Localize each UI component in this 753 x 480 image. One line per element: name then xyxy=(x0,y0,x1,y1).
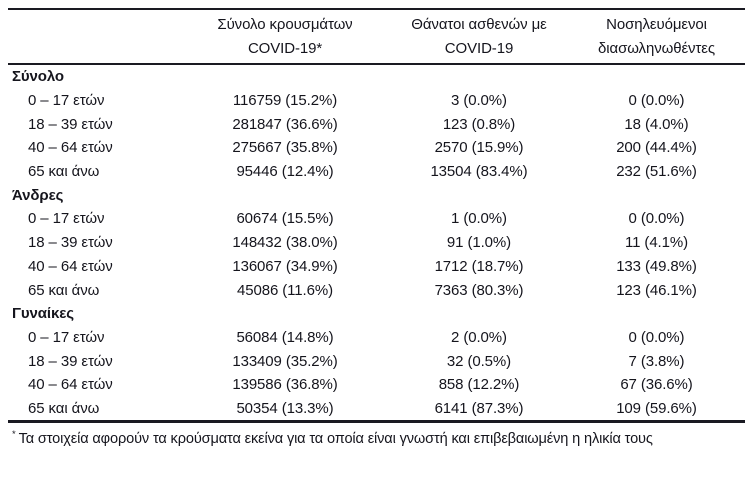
footnote-text: Τα στοιχεία αφορούν τα κρούσματα εκείνα … xyxy=(18,431,653,448)
age-group-label: 18 – 39 ετών xyxy=(28,234,113,252)
cases-value-cell: 60674 (15.5%) xyxy=(236,210,334,228)
cases-value-cell: 45086 (11.6%) xyxy=(237,281,333,299)
table-body: Σύνολο 0 – 17 ετών 116759 (15.2%) 3 (0.0… xyxy=(8,65,745,420)
intubated-value-cell: 18 (4.0%) xyxy=(624,115,689,133)
footnote-marker: * xyxy=(12,429,16,441)
header-deaths: Θάνατοι ασθενών με COVID-19 xyxy=(390,10,568,63)
intubated-value-cell: 0 (0.0%) xyxy=(628,92,685,110)
age-group-label: 0 – 17 ετών xyxy=(28,210,105,228)
table-top-rule xyxy=(8,8,745,10)
intubated-value-cell: 11 (4.1%) xyxy=(624,234,689,252)
table-row: 65 και άνω 50354 (13.3%) 6141 (87.3%) 10… xyxy=(8,397,745,421)
age-group-label: 65 και άνω xyxy=(28,163,100,181)
table-row: 40 – 64 ετών 139586 (36.8%) 858 (12.2%) … xyxy=(8,373,745,397)
table-row: 65 και άνω 95446 (12.4%) 13504 (83.4%) 2… xyxy=(8,160,745,184)
table-row: 40 – 64 ετών 275667 (35.8%) 2570 (15.9%)… xyxy=(8,136,745,160)
intubated-value-cell: 200 (44.4%) xyxy=(616,139,697,157)
intubated-value-cell: 133 (49.8%) xyxy=(616,257,697,275)
deaths-value-cell: 3 (0.0%) xyxy=(451,92,507,110)
intubated-value-cell: 0 (0.0%) xyxy=(628,210,685,228)
intubated-value-cell: 7 (3.8%) xyxy=(628,352,685,370)
intubated-value-cell: 0 (0.0%) xyxy=(628,328,685,346)
footnote: * Τα στοιχεία αφορούν τα κρούσματα εκείνα… xyxy=(8,423,745,447)
section-title: Άνδρες xyxy=(12,186,64,204)
table-row: 0 – 17 ετών 56084 (14.8%) 2 (0.0%) 0 (0.… xyxy=(8,326,745,350)
table-bottom-rule xyxy=(8,420,745,424)
header-intubated: Νοσηλευόμενοι διασωληνωθέντες xyxy=(568,10,745,63)
age-group-label: 40 – 64 ετών xyxy=(28,139,113,157)
age-group-label: 0 – 17 ετών xyxy=(28,328,105,346)
age-group-label: 40 – 64 ετών xyxy=(28,257,113,275)
cases-value-cell: 133409 (35.2%) xyxy=(232,352,338,370)
cases-value-cell: 148432 (38.0%) xyxy=(232,234,338,252)
intubated-value-cell: 109 (59.6%) xyxy=(616,399,697,417)
deaths-value-cell: 1 (0.0%) xyxy=(451,210,507,228)
table-row: 40 – 64 ετών 136067 (34.9%) 1712 (18.7%)… xyxy=(8,255,745,279)
header-separator-rule xyxy=(8,63,745,65)
table-row: 0 – 17 ετών 116759 (15.2%) 3 (0.0%) 0 (0… xyxy=(8,89,745,113)
section-header-row: Σύνολο xyxy=(8,65,745,89)
deaths-value-cell: 7363 (80.3%) xyxy=(434,281,524,299)
age-group-label: 18 – 39 ετών xyxy=(28,115,113,133)
cases-value-cell: 136067 (34.9%) xyxy=(232,257,338,275)
header-total-cases: Σύνολο κρουσμάτων COVID-19* xyxy=(180,10,390,63)
cases-value-cell: 50354 (13.3%) xyxy=(236,399,334,417)
deaths-value-cell: 91 (1.0%) xyxy=(446,234,512,252)
cases-value-cell: 275667 (35.8%) xyxy=(232,139,338,157)
header-intubated-line1: Νοσηλευόμενοι xyxy=(606,16,707,33)
age-group-label: 40 – 64 ετών xyxy=(28,376,113,394)
cases-value-cell: 56084 (14.8%) xyxy=(236,328,334,346)
header-intubated-line2: διασωληνωθέντες xyxy=(598,40,715,57)
intubated-value-cell: 67 (36.6%) xyxy=(620,376,693,394)
covid-age-table: Σύνολο κρουσμάτων COVID-19* Θάνατοι ασθε… xyxy=(8,8,745,447)
deaths-value-cell: 858 (12.2%) xyxy=(438,376,520,394)
intubated-value-cell: 123 (46.1%) xyxy=(616,281,697,299)
header-deaths-line2: COVID-19 xyxy=(444,40,514,57)
section-header-row: Γυναίκες xyxy=(8,302,745,326)
cases-value-cell: 281847 (36.6%) xyxy=(232,115,338,133)
table-row: 18 – 39 ετών 281847 (36.6%) 123 (0.8%) 1… xyxy=(8,112,745,136)
table-header: Σύνολο κρουσμάτων COVID-19* Θάνατοι ασθε… xyxy=(8,10,745,63)
header-total-cases-line2: COVID-19* xyxy=(247,40,323,57)
age-group-label: 0 – 17 ετών xyxy=(28,92,105,110)
header-empty-cell xyxy=(8,34,180,39)
age-group-label: 65 και άνω xyxy=(28,399,100,417)
deaths-value-cell: 123 (0.8%) xyxy=(442,115,516,133)
cases-value-cell: 139586 (36.8%) xyxy=(232,376,338,394)
age-group-label: 65 και άνω xyxy=(28,281,100,299)
section-header-row: Άνδρες xyxy=(8,183,745,207)
section-title: Γυναίκες xyxy=(12,305,74,323)
deaths-value-cell: 6141 (87.3%) xyxy=(434,399,524,417)
deaths-value-cell: 2 (0.0%) xyxy=(451,328,507,346)
cases-value-cell: 116759 (15.2%) xyxy=(232,92,338,110)
deaths-value-cell: 1712 (18.7%) xyxy=(434,257,524,275)
table-row: 18 – 39 ετών 148432 (38.0%) 91 (1.0%) 11… xyxy=(8,231,745,255)
header-deaths-line1: Θάνατοι ασθενών με xyxy=(411,16,547,33)
header-total-cases-line1: Σύνολο κρουσμάτων xyxy=(217,16,353,33)
deaths-value-cell: 13504 (83.4%) xyxy=(430,163,528,181)
cases-value-cell: 95446 (12.4%) xyxy=(236,163,334,181)
table-row: 18 – 39 ετών 133409 (35.2%) 32 (0.5%) 7 … xyxy=(8,349,745,373)
age-group-label: 18 – 39 ετών xyxy=(28,352,113,370)
deaths-value-cell: 2570 (15.9%) xyxy=(434,139,524,157)
section-title: Σύνολο xyxy=(12,68,64,86)
deaths-value-cell: 32 (0.5%) xyxy=(446,352,512,370)
table-row: 65 και άνω 45086 (11.6%) 7363 (80.3%) 12… xyxy=(8,278,745,302)
intubated-value-cell: 232 (51.6%) xyxy=(616,163,697,181)
table-row: 0 – 17 ετών 60674 (15.5%) 1 (0.0%) 0 (0.… xyxy=(8,207,745,231)
